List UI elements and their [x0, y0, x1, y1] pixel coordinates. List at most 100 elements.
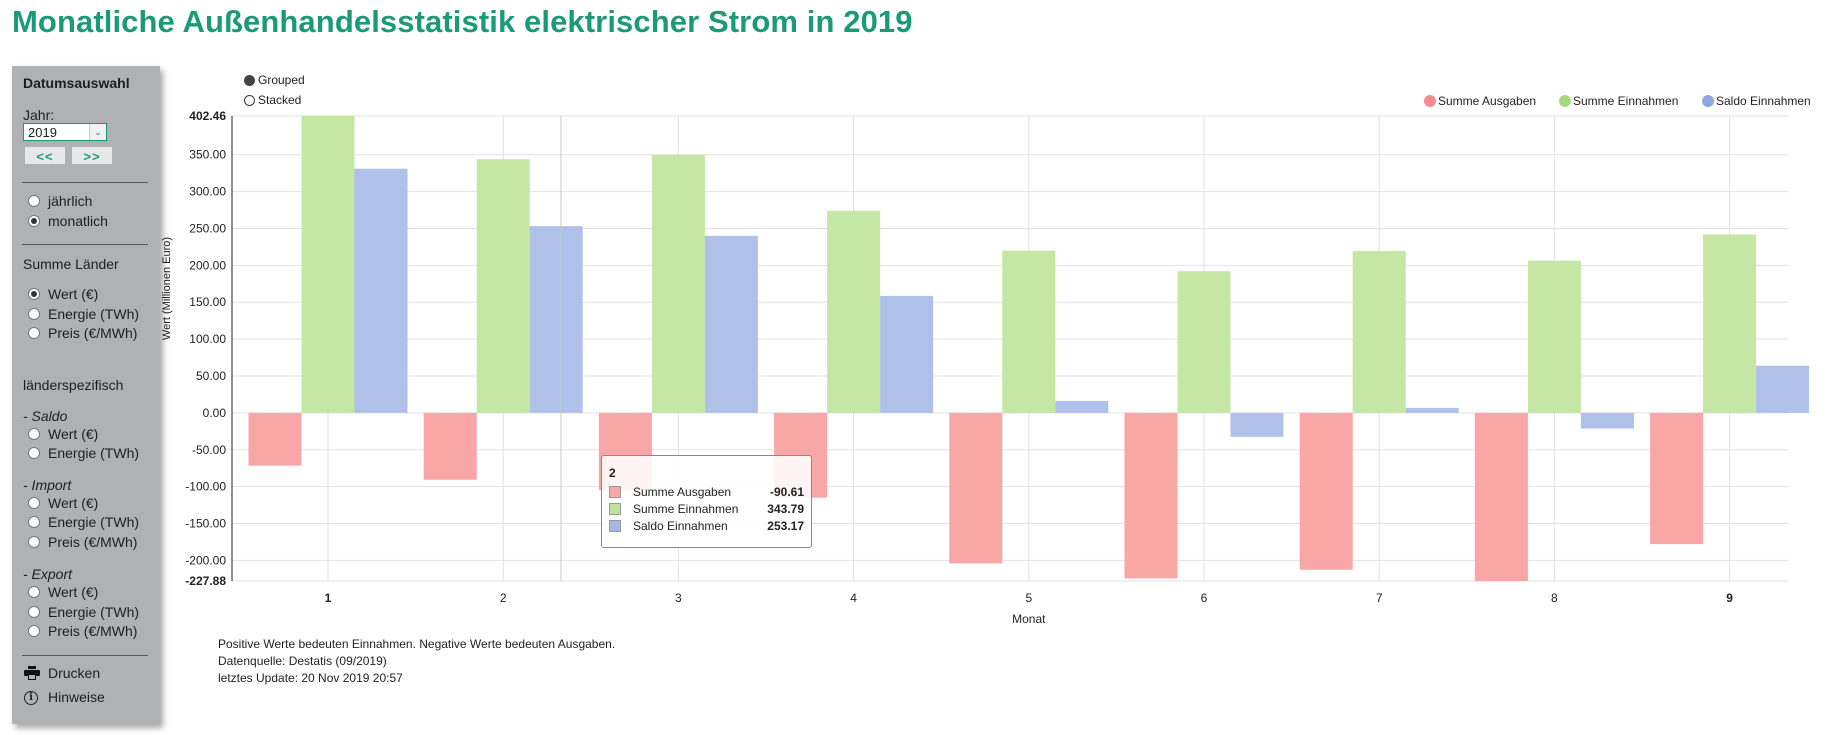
- bar-summe-ausgaben-1[interactable]: [248, 412, 302, 466]
- period-yearly-label[interactable]: jährlich: [48, 193, 93, 209]
- tooltip-series-name: Summe Einnahmen: [633, 502, 739, 516]
- printer-icon: [24, 666, 40, 680]
- bar-saldo-einnahmen-7[interactable]: [1405, 407, 1459, 413]
- legend-dot-icon: [1559, 95, 1571, 107]
- date-selection-heading: Datumsauswahl: [23, 75, 130, 91]
- sum-value-radio[interactable]: [28, 288, 40, 300]
- y-tick-label: 350.00: [189, 148, 226, 162]
- saldo-energy-radio[interactable]: [28, 447, 40, 459]
- sidebar: Datumsauswahl Jahr: 2019 ⌄ << >> jährlic…: [12, 66, 160, 724]
- bar-summe-ausgaben-8[interactable]: [1474, 412, 1528, 581]
- y-tick-label: 50.00: [196, 369, 226, 383]
- x-tick-label: 7: [1376, 591, 1383, 605]
- bar-saldo-einnahmen-4[interactable]: [880, 295, 934, 413]
- import-energy-label[interactable]: Energie (TWh): [48, 514, 140, 530]
- stacked-label[interactable]: Stacked: [258, 93, 302, 107]
- saldo-value-radio[interactable]: [28, 428, 40, 440]
- chart-footnote: Positive Werte bedeuten Einnahmen. Negat…: [218, 636, 615, 687]
- bar-summe-einnahmen-9[interactable]: [1703, 234, 1757, 413]
- divider: [22, 182, 148, 183]
- saldo-energy-label[interactable]: Energie (TWh): [48, 445, 140, 461]
- period-monthly-label[interactable]: monatlich: [48, 213, 108, 229]
- bar-summe-einnahmen-2[interactable]: [476, 159, 530, 413]
- bar-saldo-einnahmen-3[interactable]: [704, 235, 758, 413]
- export-heading: - Export: [23, 566, 73, 582]
- notes-label[interactable]: Hinweise: [48, 689, 105, 705]
- legend-dot-icon: [1424, 95, 1436, 107]
- bar-saldo-einnahmen-6[interactable]: [1230, 412, 1284, 437]
- import-heading: - Import: [23, 477, 72, 493]
- import-price-radio[interactable]: [28, 536, 40, 548]
- sum-energy-radio[interactable]: [28, 308, 40, 320]
- footnote-last-update: letztes Update: 20 Nov 2019 20:57: [218, 671, 403, 685]
- legend-dot-icon: [1702, 95, 1714, 107]
- x-tick-label: 3: [675, 591, 682, 605]
- bar-summe-einnahmen-4[interactable]: [827, 210, 881, 413]
- legend-label: Summe Einnahmen: [1573, 94, 1679, 108]
- bar-saldo-einnahmen-9[interactable]: [1756, 365, 1810, 413]
- stacked-radio[interactable]: [244, 95, 255, 106]
- bar-summe-einnahmen-3[interactable]: [651, 154, 705, 413]
- grouped-label[interactable]: Grouped: [258, 73, 305, 87]
- x-tick-label: 1: [325, 591, 332, 605]
- y-tick-label: 402.46: [189, 109, 226, 123]
- previous-year-button[interactable]: <<: [25, 147, 65, 164]
- tooltip-series-name: Saldo Einnahmen: [633, 519, 728, 533]
- sum-countries-heading: Summe Länder: [23, 256, 119, 272]
- export-value-radio[interactable]: [28, 586, 40, 598]
- sum-price-label[interactable]: Preis (€/MWh): [48, 325, 138, 341]
- bar-summe-einnahmen-1[interactable]: [301, 116, 355, 413]
- sum-value-label[interactable]: Wert (€): [48, 286, 99, 302]
- y-tick-label: 100.00: [189, 332, 226, 346]
- grouped-radio[interactable]: [244, 75, 255, 86]
- export-price-radio[interactable]: [28, 625, 40, 637]
- y-tick-label: -100.00: [185, 480, 226, 494]
- legend-item-saldo-einnahmen[interactable]: Saldo Einnahmen: [1702, 94, 1811, 108]
- legend-item-summe-ausgaben[interactable]: Summe Ausgaben: [1424, 94, 1536, 108]
- bar-summe-ausgaben-5[interactable]: [949, 412, 1003, 564]
- tooltip-series-name: Summe Ausgaben: [633, 485, 732, 499]
- bar-saldo-einnahmen-2[interactable]: [529, 226, 583, 413]
- bar-saldo-einnahmen-8[interactable]: [1580, 412, 1634, 429]
- sum-energy-label[interactable]: Energie (TWh): [48, 306, 140, 322]
- import-value-radio[interactable]: [28, 497, 40, 509]
- bar-summe-einnahmen-8[interactable]: [1527, 260, 1581, 413]
- bar-summe-ausgaben-9[interactable]: [1650, 412, 1704, 545]
- tooltip-row: Summe Einnahmen 343.79: [609, 502, 804, 518]
- x-axis-label: Monat: [1012, 612, 1046, 626]
- y-tick-label: 0.00: [203, 406, 227, 420]
- import-value-label[interactable]: Wert (€): [48, 495, 99, 511]
- export-value-label[interactable]: Wert (€): [48, 584, 99, 600]
- bar-summe-einnahmen-7[interactable]: [1352, 251, 1406, 413]
- tooltip-series-value: 343.79: [767, 502, 804, 516]
- export-energy-radio[interactable]: [28, 606, 40, 618]
- bar-saldo-einnahmen-1[interactable]: [354, 168, 408, 413]
- sum-price-radio[interactable]: [28, 327, 40, 339]
- x-tick-label: 6: [1201, 591, 1208, 605]
- y-tick-label: 250.00: [189, 221, 226, 235]
- bar-summe-einnahmen-5[interactable]: [1002, 250, 1056, 413]
- saldo-value-label[interactable]: Wert (€): [48, 426, 99, 442]
- legend-item-summe-einnahmen[interactable]: Summe Einnahmen: [1559, 94, 1678, 108]
- print-label[interactable]: Drucken: [48, 665, 101, 681]
- bar-summe-ausgaben-2[interactable]: [423, 412, 477, 480]
- period-monthly-radio[interactable]: [28, 215, 40, 227]
- y-tick-label: -50.00: [192, 443, 226, 457]
- import-energy-radio[interactable]: [28, 516, 40, 528]
- bar-summe-ausgaben-7[interactable]: [1299, 412, 1353, 570]
- bar-summe-einnahmen-6[interactable]: [1177, 271, 1231, 413]
- bar-saldo-einnahmen-5[interactable]: [1055, 400, 1109, 413]
- x-tick-label: 9: [1726, 591, 1733, 605]
- next-year-button[interactable]: >>: [72, 147, 112, 164]
- bar-summe-ausgaben-6[interactable]: [1124, 412, 1178, 579]
- swatch-icon: [609, 520, 621, 532]
- year-select[interactable]: 2019 ⌄: [23, 123, 107, 141]
- x-tick-label: 2: [500, 591, 507, 605]
- import-price-label[interactable]: Preis (€/MWh): [48, 534, 138, 550]
- export-energy-label[interactable]: Energie (TWh): [48, 604, 140, 620]
- tooltip-row: Saldo Einnahmen 253.17: [609, 519, 804, 535]
- chevron-down-icon[interactable]: ⌄: [89, 124, 106, 140]
- export-price-label[interactable]: Preis (€/MWh): [48, 623, 138, 639]
- period-yearly-radio[interactable]: [28, 195, 40, 207]
- y-tick-label: -227.88: [185, 574, 226, 588]
